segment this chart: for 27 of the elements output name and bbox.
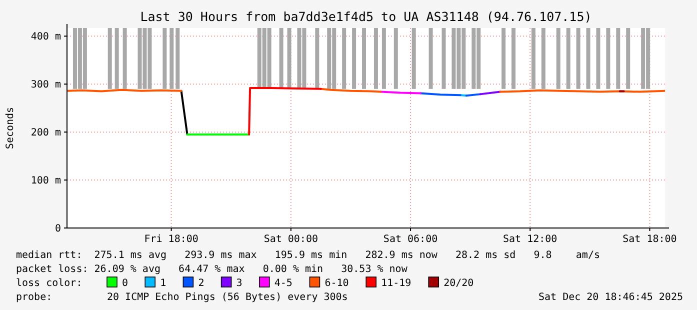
y-tick-label: 0 bbox=[54, 224, 61, 234]
text: Sat Dec 20 18:46:45 2025 bbox=[538, 292, 683, 303]
y-tick-label: 100 m bbox=[30, 176, 61, 187]
x-tick-label: Fri 18:00 bbox=[144, 234, 198, 245]
y-tick-label: 200 m bbox=[30, 128, 61, 139]
y-tick-label: 300 m bbox=[30, 80, 61, 91]
legend-label: 2 bbox=[198, 278, 204, 289]
legend-label: 3 bbox=[236, 278, 242, 289]
legend-label: 1 bbox=[160, 278, 166, 289]
x-tick-label: Sat 06:00 bbox=[383, 234, 438, 245]
text: 20 ICMP Echo Pings (56 Bytes) every 300s bbox=[107, 292, 348, 303]
y-axis-title: Seconds bbox=[5, 106, 16, 150]
x-tick-label: Sat 12:00 bbox=[503, 234, 558, 245]
legend-label: 20/20 bbox=[444, 278, 474, 289]
x-tick-label: Sat 00:00 bbox=[264, 234, 318, 245]
legend-label: 6-10 bbox=[324, 278, 349, 289]
legend-label: 4-5 bbox=[274, 278, 292, 289]
text: median rtt: 275.1 ms avg 293.9 ms max 195.9 ms min 282.9 ms now 28.2 ms sd 9.8 am/s bbox=[16, 250, 600, 261]
y-tick-label: 400 m bbox=[30, 32, 61, 43]
legend-label: 0 bbox=[122, 278, 128, 289]
legend-label: 11-19 bbox=[381, 278, 412, 289]
text: probe: bbox=[16, 292, 52, 303]
line-series bbox=[248, 86, 322, 136]
chart-title: Last 30 Hours from ba7dd3e1f4d5 to UA AS31148 (94.76.107.15) bbox=[140, 9, 592, 24]
legend-title: loss color: bbox=[16, 278, 82, 289]
text: packet loss: 26.09 % avg 64.47 % max 0.00 % min 30.53 % now bbox=[16, 264, 408, 275]
x-tick-label: Sat 18:00 bbox=[622, 234, 677, 245]
